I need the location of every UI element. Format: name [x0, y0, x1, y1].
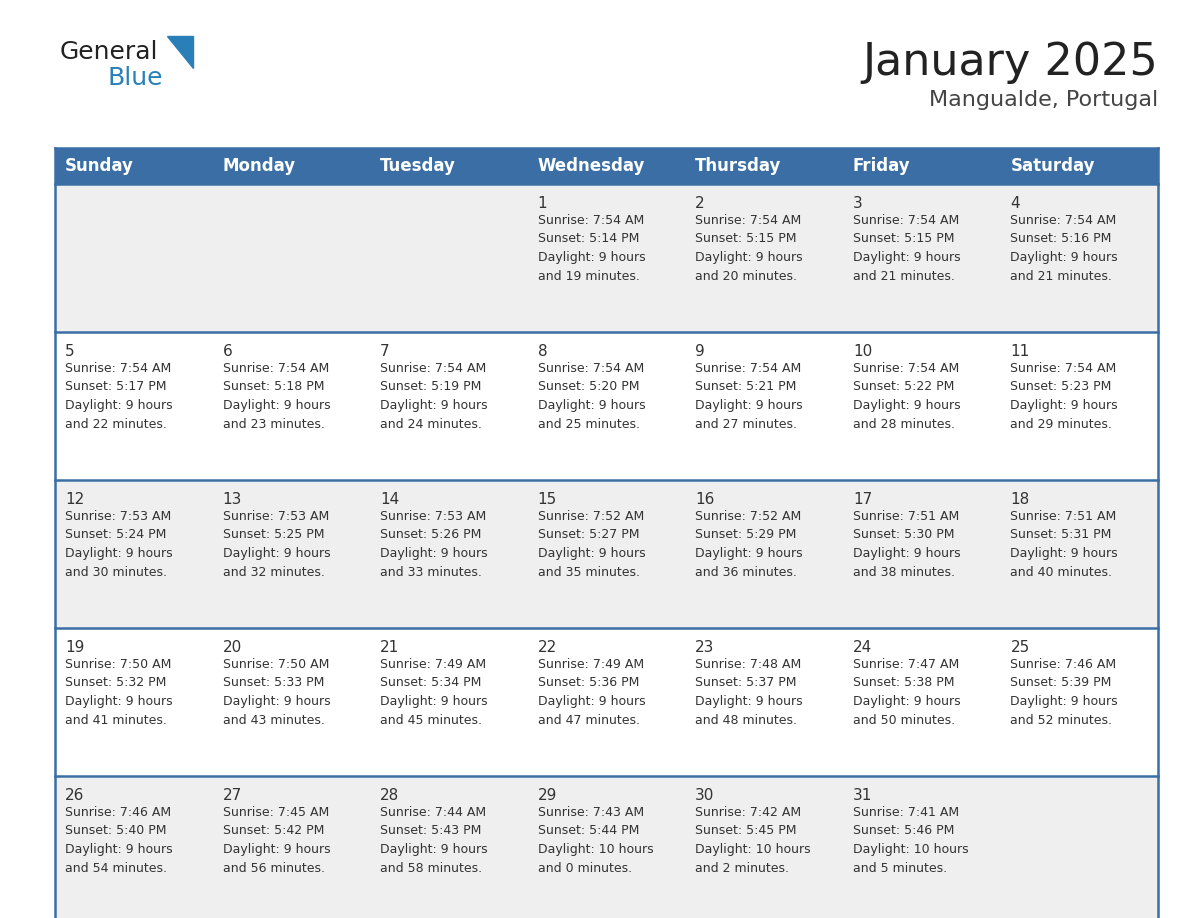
Text: 31: 31	[853, 788, 872, 803]
Polygon shape	[168, 36, 192, 68]
Text: Sunrise: 7:52 AM
Sunset: 5:29 PM
Daylight: 9 hours
and 36 minutes.: Sunrise: 7:52 AM Sunset: 5:29 PM Dayligh…	[695, 510, 803, 578]
Text: 14: 14	[380, 492, 399, 507]
Text: Sunrise: 7:54 AM
Sunset: 5:21 PM
Daylight: 9 hours
and 27 minutes.: Sunrise: 7:54 AM Sunset: 5:21 PM Dayligh…	[695, 362, 803, 431]
Bar	[55, 332, 1158, 480]
Text: 21: 21	[380, 640, 399, 655]
Text: Sunrise: 7:51 AM
Sunset: 5:30 PM
Daylight: 9 hours
and 38 minutes.: Sunrise: 7:51 AM Sunset: 5:30 PM Dayligh…	[853, 510, 960, 578]
Text: 20: 20	[222, 640, 242, 655]
Bar	[55, 480, 1158, 628]
Text: Sunrise: 7:54 AM
Sunset: 5:17 PM
Daylight: 9 hours
and 22 minutes.: Sunrise: 7:54 AM Sunset: 5:17 PM Dayligh…	[65, 362, 172, 431]
Text: 10: 10	[853, 344, 872, 359]
Text: Sunrise: 7:54 AM
Sunset: 5:16 PM
Daylight: 9 hours
and 21 minutes.: Sunrise: 7:54 AM Sunset: 5:16 PM Dayligh…	[1011, 214, 1118, 283]
Text: Sunrise: 7:54 AM
Sunset: 5:20 PM
Daylight: 9 hours
and 25 minutes.: Sunrise: 7:54 AM Sunset: 5:20 PM Dayligh…	[538, 362, 645, 431]
Text: 2: 2	[695, 196, 704, 211]
Text: 22: 22	[538, 640, 557, 655]
Text: 1: 1	[538, 196, 548, 211]
Text: Sunrise: 7:54 AM
Sunset: 5:23 PM
Daylight: 9 hours
and 29 minutes.: Sunrise: 7:54 AM Sunset: 5:23 PM Dayligh…	[1011, 362, 1118, 431]
Text: 27: 27	[222, 788, 242, 803]
Text: Wednesday: Wednesday	[538, 157, 645, 175]
Bar	[371, 148, 527, 184]
Text: 23: 23	[695, 640, 715, 655]
Text: Sunrise: 7:46 AM
Sunset: 5:39 PM
Daylight: 9 hours
and 52 minutes.: Sunrise: 7:46 AM Sunset: 5:39 PM Dayligh…	[1011, 658, 1118, 726]
Bar	[1000, 148, 1158, 184]
Text: 28: 28	[380, 788, 399, 803]
Text: Sunrise: 7:45 AM
Sunset: 5:42 PM
Daylight: 9 hours
and 56 minutes.: Sunrise: 7:45 AM Sunset: 5:42 PM Dayligh…	[222, 806, 330, 875]
Text: Sunrise: 7:43 AM
Sunset: 5:44 PM
Daylight: 10 hours
and 0 minutes.: Sunrise: 7:43 AM Sunset: 5:44 PM Dayligh…	[538, 806, 653, 875]
Text: Sunrise: 7:41 AM
Sunset: 5:46 PM
Daylight: 10 hours
and 5 minutes.: Sunrise: 7:41 AM Sunset: 5:46 PM Dayligh…	[853, 806, 968, 875]
Text: 25: 25	[1011, 640, 1030, 655]
Text: 13: 13	[222, 492, 242, 507]
Text: Sunrise: 7:53 AM
Sunset: 5:26 PM
Daylight: 9 hours
and 33 minutes.: Sunrise: 7:53 AM Sunset: 5:26 PM Dayligh…	[380, 510, 488, 578]
Text: 12: 12	[65, 492, 84, 507]
Text: 17: 17	[853, 492, 872, 507]
Text: 5: 5	[65, 344, 75, 359]
Text: Sunrise: 7:53 AM
Sunset: 5:24 PM
Daylight: 9 hours
and 30 minutes.: Sunrise: 7:53 AM Sunset: 5:24 PM Dayligh…	[65, 510, 172, 578]
Bar	[55, 148, 213, 184]
Text: Friday: Friday	[853, 157, 910, 175]
Text: Sunrise: 7:48 AM
Sunset: 5:37 PM
Daylight: 9 hours
and 48 minutes.: Sunrise: 7:48 AM Sunset: 5:37 PM Dayligh…	[695, 658, 803, 726]
Text: 3: 3	[853, 196, 862, 211]
Text: Sunrise: 7:54 AM
Sunset: 5:22 PM
Daylight: 9 hours
and 28 minutes.: Sunrise: 7:54 AM Sunset: 5:22 PM Dayligh…	[853, 362, 960, 431]
Text: 24: 24	[853, 640, 872, 655]
Text: General: General	[61, 40, 158, 64]
Text: 30: 30	[695, 788, 715, 803]
Text: 11: 11	[1011, 344, 1030, 359]
Text: Blue: Blue	[108, 66, 164, 90]
Text: 18: 18	[1011, 492, 1030, 507]
Text: Sunrise: 7:49 AM
Sunset: 5:34 PM
Daylight: 9 hours
and 45 minutes.: Sunrise: 7:49 AM Sunset: 5:34 PM Dayligh…	[380, 658, 488, 726]
Text: 7: 7	[380, 344, 390, 359]
Bar	[685, 148, 842, 184]
Bar	[842, 148, 1000, 184]
Text: Sunrise: 7:49 AM
Sunset: 5:36 PM
Daylight: 9 hours
and 47 minutes.: Sunrise: 7:49 AM Sunset: 5:36 PM Dayligh…	[538, 658, 645, 726]
Text: 9: 9	[695, 344, 704, 359]
Text: 4: 4	[1011, 196, 1020, 211]
Text: Tuesday: Tuesday	[380, 157, 456, 175]
Text: Sunrise: 7:54 AM
Sunset: 5:15 PM
Daylight: 9 hours
and 21 minutes.: Sunrise: 7:54 AM Sunset: 5:15 PM Dayligh…	[853, 214, 960, 283]
Text: Sunrise: 7:54 AM
Sunset: 5:14 PM
Daylight: 9 hours
and 19 minutes.: Sunrise: 7:54 AM Sunset: 5:14 PM Dayligh…	[538, 214, 645, 283]
Text: 15: 15	[538, 492, 557, 507]
Bar	[213, 148, 371, 184]
Text: Sunday: Sunday	[65, 157, 134, 175]
Text: Sunrise: 7:46 AM
Sunset: 5:40 PM
Daylight: 9 hours
and 54 minutes.: Sunrise: 7:46 AM Sunset: 5:40 PM Dayligh…	[65, 806, 172, 875]
Text: Sunrise: 7:42 AM
Sunset: 5:45 PM
Daylight: 10 hours
and 2 minutes.: Sunrise: 7:42 AM Sunset: 5:45 PM Dayligh…	[695, 806, 811, 875]
Text: Monday: Monday	[222, 157, 296, 175]
Text: Thursday: Thursday	[695, 157, 782, 175]
Text: Sunrise: 7:51 AM
Sunset: 5:31 PM
Daylight: 9 hours
and 40 minutes.: Sunrise: 7:51 AM Sunset: 5:31 PM Dayligh…	[1011, 510, 1118, 578]
Text: Sunrise: 7:54 AM
Sunset: 5:18 PM
Daylight: 9 hours
and 23 minutes.: Sunrise: 7:54 AM Sunset: 5:18 PM Dayligh…	[222, 362, 330, 431]
Text: Sunrise: 7:50 AM
Sunset: 5:32 PM
Daylight: 9 hours
and 41 minutes.: Sunrise: 7:50 AM Sunset: 5:32 PM Dayligh…	[65, 658, 172, 726]
Text: Sunrise: 7:50 AM
Sunset: 5:33 PM
Daylight: 9 hours
and 43 minutes.: Sunrise: 7:50 AM Sunset: 5:33 PM Dayligh…	[222, 658, 330, 726]
Text: 8: 8	[538, 344, 548, 359]
Text: Sunrise: 7:52 AM
Sunset: 5:27 PM
Daylight: 9 hours
and 35 minutes.: Sunrise: 7:52 AM Sunset: 5:27 PM Dayligh…	[538, 510, 645, 578]
Text: 29: 29	[538, 788, 557, 803]
Bar	[527, 148, 685, 184]
Text: Sunrise: 7:44 AM
Sunset: 5:43 PM
Daylight: 9 hours
and 58 minutes.: Sunrise: 7:44 AM Sunset: 5:43 PM Dayligh…	[380, 806, 488, 875]
Text: 16: 16	[695, 492, 715, 507]
Text: 26: 26	[65, 788, 84, 803]
Text: Mangualde, Portugal: Mangualde, Portugal	[929, 90, 1158, 110]
Text: 19: 19	[65, 640, 84, 655]
Bar	[55, 184, 1158, 332]
Bar	[55, 776, 1158, 918]
Text: Saturday: Saturday	[1011, 157, 1095, 175]
Bar	[55, 628, 1158, 776]
Text: Sunrise: 7:53 AM
Sunset: 5:25 PM
Daylight: 9 hours
and 32 minutes.: Sunrise: 7:53 AM Sunset: 5:25 PM Dayligh…	[222, 510, 330, 578]
Text: Sunrise: 7:54 AM
Sunset: 5:19 PM
Daylight: 9 hours
and 24 minutes.: Sunrise: 7:54 AM Sunset: 5:19 PM Dayligh…	[380, 362, 488, 431]
Text: January 2025: January 2025	[862, 40, 1158, 84]
Text: 6: 6	[222, 344, 233, 359]
Text: Sunrise: 7:47 AM
Sunset: 5:38 PM
Daylight: 9 hours
and 50 minutes.: Sunrise: 7:47 AM Sunset: 5:38 PM Dayligh…	[853, 658, 960, 726]
Text: Sunrise: 7:54 AM
Sunset: 5:15 PM
Daylight: 9 hours
and 20 minutes.: Sunrise: 7:54 AM Sunset: 5:15 PM Dayligh…	[695, 214, 803, 283]
